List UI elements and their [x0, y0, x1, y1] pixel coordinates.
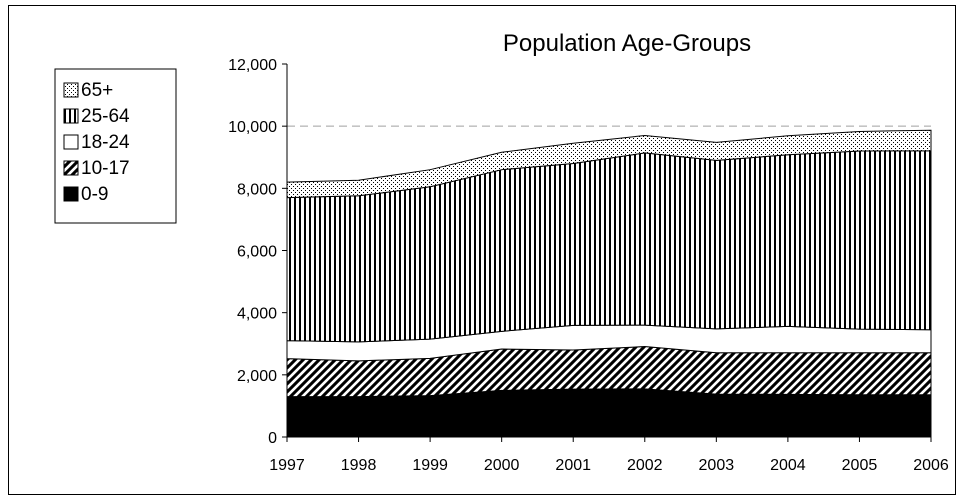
y-tick-label: 0: [268, 430, 277, 447]
y-tick-label: 8,000: [237, 181, 277, 198]
x-tick-label: 2005: [842, 457, 878, 474]
legend-swatch-65+: [63, 82, 79, 98]
chart-title: Population Age-Groups: [503, 30, 751, 57]
x-tick-label: 2001: [555, 457, 591, 474]
x-tick-label: 1998: [341, 457, 377, 474]
y-tick-label: 6,000: [237, 244, 277, 261]
axes: [282, 63, 932, 442]
x-tick-label: 2004: [770, 457, 806, 474]
chart-frame: Population Age-Groups 0 2,000 4,000 6,000 8,…: [8, 5, 956, 495]
legend-label-10-17: 10-17: [81, 158, 130, 179]
y-tick-label: 12,000: [228, 57, 277, 74]
legend-swatch-25-64: [63, 108, 79, 124]
legend: 65+ 25-64 18-24 10-17 0-9: [54, 68, 177, 224]
legend-label-65+: 65+: [81, 80, 113, 101]
area-series-65+: [286, 129, 932, 199]
x-tick-label: 1999: [412, 457, 448, 474]
legend-label-0-9: 0-9: [81, 184, 108, 205]
legend-label-18-24: 18-24: [81, 132, 130, 153]
legend-label-25-64: 25-64: [81, 106, 130, 127]
chart-svg: Population Age-Groups 0 2,000 4,000 6,000 8,…: [54, 30, 949, 474]
y-tick-labels: 0 2,000 4,000 6,000 8,000 10,000 12,000: [228, 57, 277, 447]
legend-items: 65+ 25-64 18-24 10-17 0-9: [63, 80, 130, 205]
legend-swatch-18-24: [63, 134, 79, 150]
x-tick-labels: 1997 1998 1999 2000 2001 2002 2003 2004 2005 2006: [269, 457, 949, 474]
x-tick-label: 2002: [627, 457, 663, 474]
x-tick-label: 2003: [699, 457, 735, 474]
y-tick-label: 4,000: [237, 306, 277, 323]
x-tick-label: 1997: [269, 457, 305, 474]
y-tick-label: 2,000: [237, 368, 277, 385]
x-tick-label: 2006: [913, 457, 949, 474]
y-tick-label: 10,000: [228, 119, 277, 136]
area-series-group: [286, 129, 932, 438]
x-tick-label: 2000: [484, 457, 520, 474]
legend-swatch-10-17: [63, 160, 79, 176]
legend-swatch-0-9: [63, 186, 79, 202]
